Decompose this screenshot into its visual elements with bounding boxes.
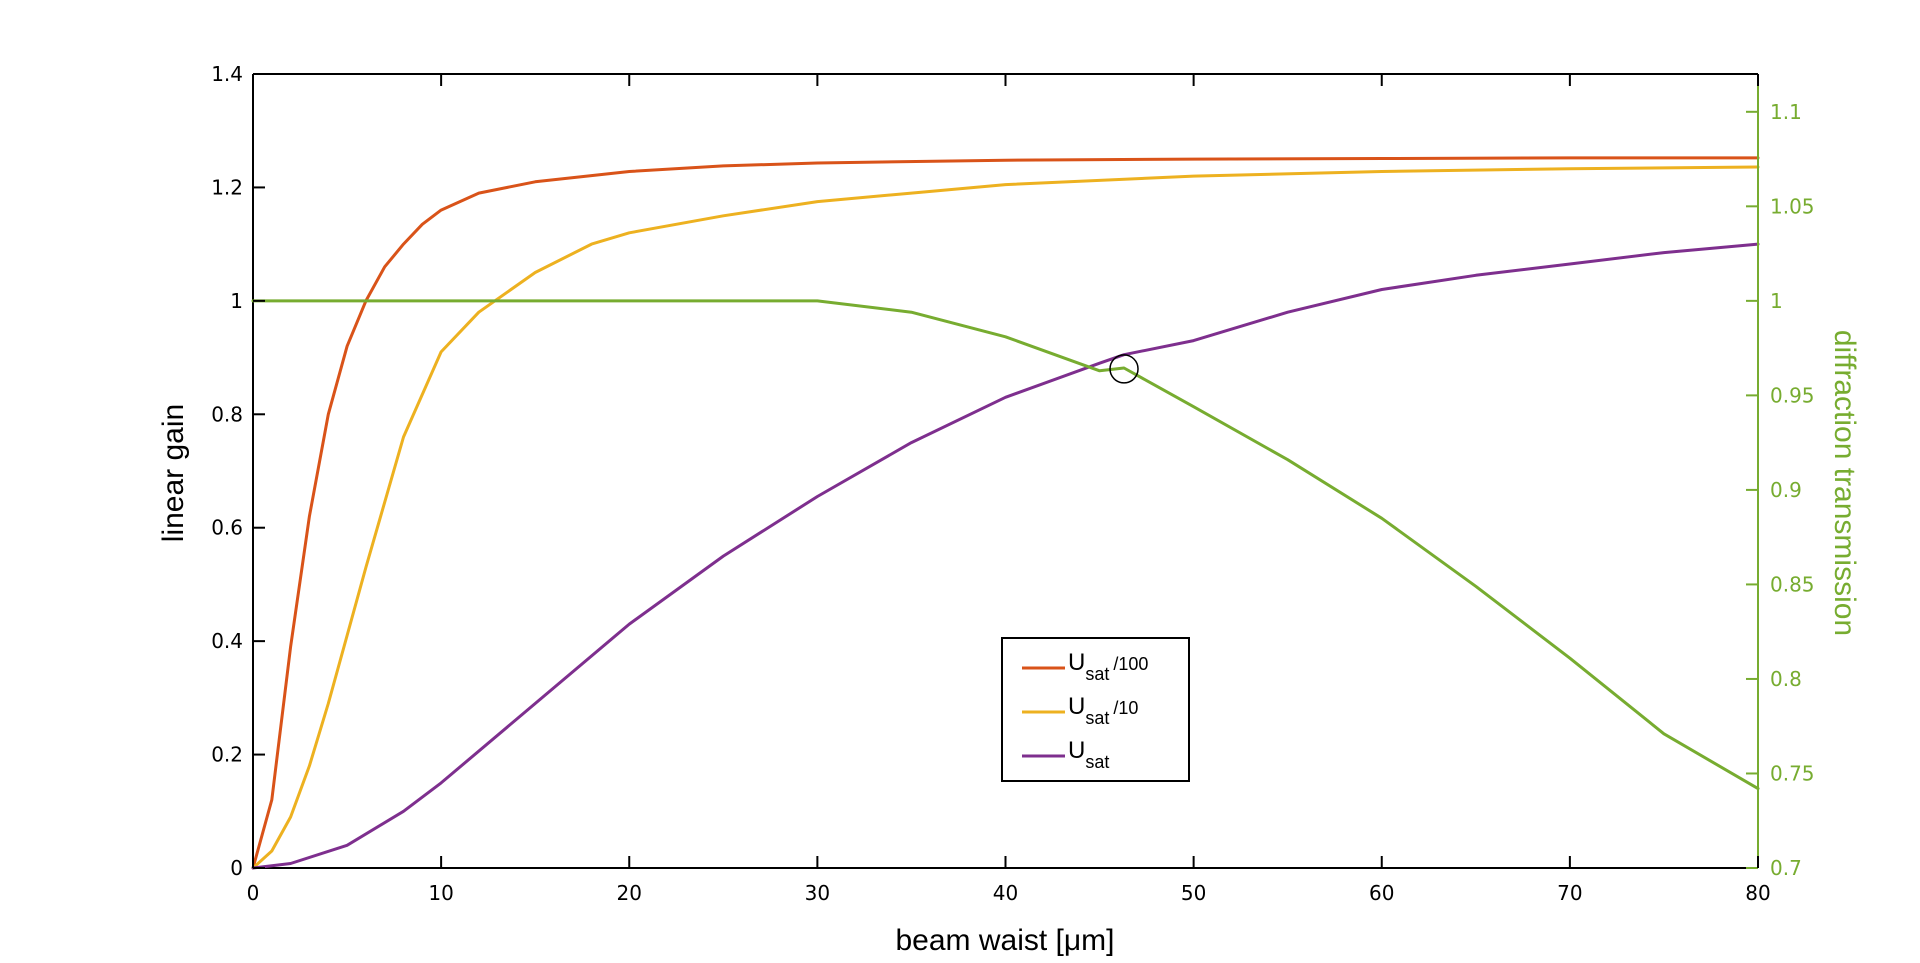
x-axis: 0 10 20 30 40 50 60 70 80 <box>247 74 1771 905</box>
y2-tick-label: 1.05 <box>1770 194 1815 218</box>
x-tick-label: 0 <box>247 881 260 905</box>
y-tick-label: 1.4 <box>211 62 243 86</box>
y-tick-label: 1.2 <box>211 175 243 199</box>
y2-tick-label: 0.8 <box>1770 667 1802 691</box>
series-layer <box>251 156 1760 870</box>
x-tick-label: 10 <box>428 881 453 905</box>
legend-label-3: Usat <box>1068 737 1109 772</box>
y2-tick-label: 0.75 <box>1770 761 1815 785</box>
y2-axis-title: diffraction transmission <box>1828 330 1861 636</box>
x-tick-label: 80 <box>1745 881 1770 905</box>
right-axis: 0.7 0.75 0.8 0.85 0.9 0.95 1 1.05 1.1 <box>1746 74 1815 880</box>
x-tick-label: 50 <box>1181 881 1206 905</box>
y-tick-label: 0.2 <box>211 743 243 767</box>
x-tick-label: 70 <box>1557 881 1582 905</box>
x-axis-title: beam waist [μm] <box>895 924 1114 957</box>
x-tick-label: 30 <box>805 881 830 905</box>
y-tick-label: 0 <box>230 856 243 880</box>
annotation-layer <box>1109 354 1139 384</box>
x-tick-label: 40 <box>993 881 1018 905</box>
y2-tick-label: 0.9 <box>1770 478 1802 502</box>
left-axis: 0 0.2 0.4 0.6 0.8 1 1.2 1.4 <box>211 62 265 880</box>
y-tick-label: 0.6 <box>211 516 243 540</box>
x-tick-label: 60 <box>1369 881 1394 905</box>
series-line-3 <box>251 242 1760 870</box>
legend: Usat/100 Usat/10 Usat <box>1001 637 1190 782</box>
y-tick-label: 0.4 <box>211 629 243 653</box>
x-tick-label: 20 <box>617 881 642 905</box>
legend-label-1: Usat/100 <box>1068 649 1148 684</box>
series-line-2 <box>251 165 1760 870</box>
y-axis-title: linear gain <box>157 404 190 542</box>
y2-tick-label: 0.95 <box>1770 383 1815 407</box>
y2-tick-label: 1.1 <box>1770 100 1802 124</box>
intersection-circle <box>1109 354 1139 384</box>
legend-label-2: Usat/10 <box>1068 693 1138 728</box>
y-tick-label: 0.8 <box>211 402 243 426</box>
y2-tick-label: 1 <box>1770 289 1783 313</box>
series-line-1 <box>251 156 1760 870</box>
series-line-4 <box>251 299 1760 791</box>
y2-tick-label: 0.7 <box>1770 856 1802 880</box>
y2-tick-label: 0.85 <box>1770 572 1815 596</box>
y-tick-label: 1 <box>230 289 243 313</box>
